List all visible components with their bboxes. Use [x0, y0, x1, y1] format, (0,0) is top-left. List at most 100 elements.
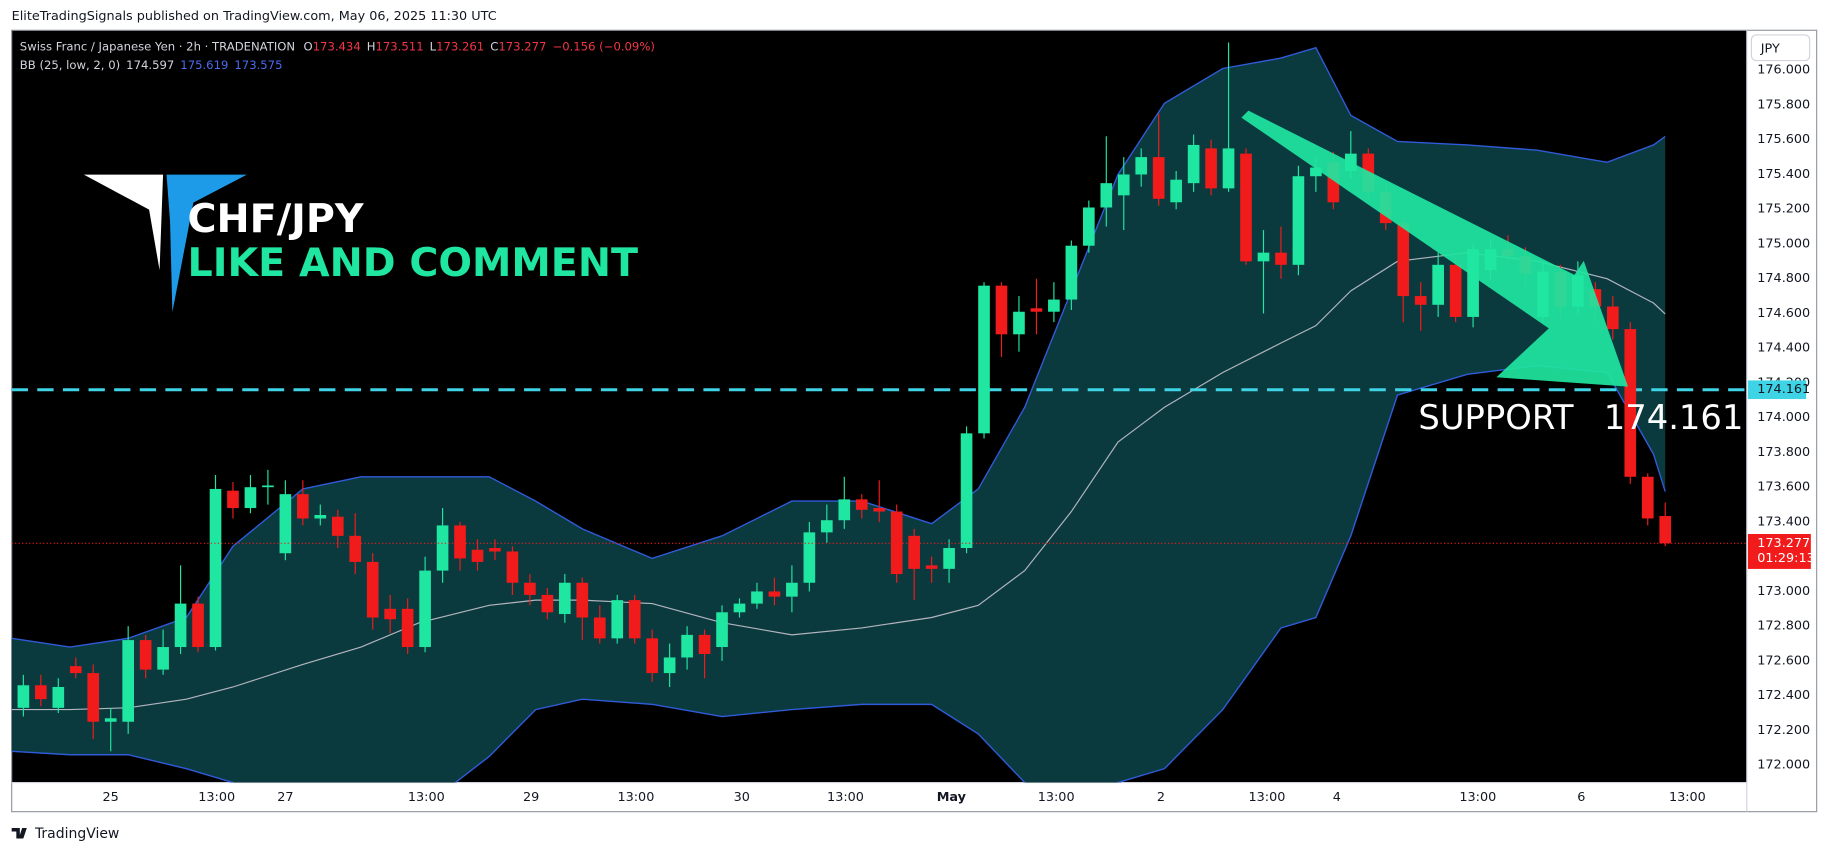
candle-body [1659, 516, 1672, 544]
y-tick-label: 172.600 [1757, 653, 1810, 668]
candle-body [139, 640, 152, 670]
candle-body [1048, 299, 1060, 312]
candle-body [192, 603, 204, 648]
logo-white [83, 174, 164, 271]
y-tick-label: 173.000 [1757, 584, 1810, 599]
candle-body [995, 285, 1008, 335]
candle-body [1030, 308, 1043, 312]
x-tick-label: 30 [734, 790, 750, 805]
candle-body [331, 516, 344, 536]
candle-body [1327, 162, 1340, 203]
y-tick-label: 175.400 [1757, 167, 1810, 182]
x-tick-label: 13:00 [198, 790, 235, 805]
y-tick-label: 172.200 [1757, 723, 1810, 738]
o-label: O [303, 39, 312, 53]
candle-body [384, 608, 396, 620]
plot [11, 42, 1747, 783]
candle-body [593, 617, 606, 639]
x-tick-label: 4 [1333, 790, 1341, 805]
candle-body [1013, 311, 1025, 335]
candle-body [698, 634, 711, 654]
candle-body [1065, 245, 1078, 300]
candle-body [454, 525, 466, 559]
candle-body [1187, 144, 1200, 184]
candle-body [174, 603, 187, 648]
y-tick-label: 174.400 [1757, 341, 1810, 356]
candle-body [1606, 306, 1619, 330]
y-tick-label: 173.800 [1757, 445, 1810, 460]
y-tick-label: 173.400 [1757, 514, 1810, 529]
h-label: H [367, 39, 376, 53]
candle-body [1432, 264, 1444, 305]
candle-body [821, 520, 833, 533]
candle-body [1257, 252, 1270, 262]
support-tag [1747, 380, 1807, 400]
candle-body [611, 600, 624, 639]
logo-pair: CHF/JPY [188, 196, 365, 242]
y-tick-label: 174.600 [1757, 306, 1810, 321]
currency-button[interactable] [1750, 34, 1811, 62]
c-label: C [490, 39, 498, 53]
candle-body [646, 638, 658, 674]
x-tick-label: 13:00 [408, 790, 445, 805]
footer-brand: TradingView [34, 826, 119, 842]
support-value: 174.161 [1604, 398, 1744, 437]
change: −0.156 (−0.09%) [552, 39, 654, 53]
candle-body [768, 591, 781, 597]
y-tick-label: 175.200 [1757, 202, 1810, 217]
x-tick-label: 13:00 [1669, 790, 1706, 805]
band-lower [11, 364, 1666, 783]
symbol: Swiss Franc / Japanese Yen · 2h · TRADEN… [20, 39, 295, 53]
l-value: 173.261 [436, 39, 484, 53]
candle-body [1170, 179, 1182, 203]
candle-body [1449, 264, 1462, 317]
candle-body [366, 561, 379, 618]
x-tick-label: 6 [1577, 790, 1585, 805]
last-price-tag [1747, 533, 1811, 569]
candle-body [87, 673, 100, 722]
x-tick-label: 27 [277, 790, 293, 805]
candle-body [541, 594, 554, 613]
y-tick-label: 176.000 [1757, 63, 1810, 78]
candle-body [279, 494, 292, 554]
candle-body [1310, 167, 1322, 177]
candle-body [559, 582, 571, 615]
candle-body [1240, 153, 1252, 262]
x-tick-label: 2 [1157, 790, 1165, 805]
legend-line: Swiss Franc / Japanese Yen · 2h · TRADEN… [20, 39, 655, 53]
candle-body [1641, 476, 1654, 519]
candle-body [506, 551, 519, 583]
candle-body [227, 490, 239, 509]
indicator-legend: BB (25, low, 2, 0) 174.597 175.619 173.5… [20, 58, 283, 72]
candle-body [751, 591, 763, 604]
support-label: SUPPORT [1418, 398, 1573, 437]
candle-body [17, 685, 30, 708]
candle-body [1222, 148, 1235, 189]
candle-body [978, 285, 990, 434]
y-tick-label: 174.800 [1757, 271, 1810, 286]
candle-body [401, 608, 414, 648]
candle-body [436, 525, 449, 571]
candle-body [803, 532, 816, 583]
candle-body [419, 570, 431, 648]
candle-body [681, 634, 693, 658]
currency-label[interactable]: JPY [1760, 41, 1780, 56]
candle-body [314, 514, 327, 519]
candle-body [1397, 223, 1410, 297]
candle-body [1414, 296, 1427, 305]
x-tick-label: 13:00 [617, 790, 654, 805]
candle-body [349, 535, 362, 562]
bb-lower-value: 173.575 [234, 58, 282, 72]
axes: 172.000 172.200 172.400 172.600 172.800 173.0… [103, 63, 1815, 805]
y-tick-label: 174.000 [1757, 410, 1810, 425]
candle-body [52, 686, 65, 708]
candle-body [1205, 148, 1217, 189]
candle-body [960, 433, 973, 549]
candle-body [35, 685, 47, 700]
candle-body [262, 485, 274, 488]
x-tick-label: 13:00 [1459, 790, 1496, 805]
indicator-name: BB (25, low, 2, 0) [20, 58, 120, 72]
footer-logo [11, 827, 27, 839]
